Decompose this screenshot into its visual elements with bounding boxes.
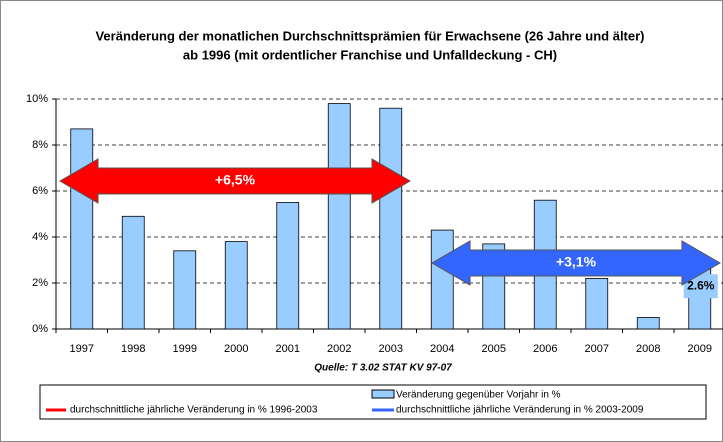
x-tick-label: 2001 <box>276 343 300 355</box>
legend-label: Veränderung gegenüber Vorjahr in % <box>396 390 561 401</box>
bar <box>636 317 660 330</box>
bar <box>430 229 454 330</box>
bar <box>121 215 145 330</box>
source: Quelle: T 3.02 STAT KV 97-07 <box>314 363 452 374</box>
bar <box>276 202 300 330</box>
y-tick-label: 4% <box>32 231 48 243</box>
y-tick-label: 6% <box>32 185 48 197</box>
range-arrow <box>431 240 721 286</box>
bar <box>224 241 248 330</box>
arrow-label: +6,5% <box>215 172 256 188</box>
x-tick-label: 2000 <box>224 343 248 355</box>
x-tick-label: 2009 <box>688 343 712 355</box>
y-tick-label: 10% <box>26 93 48 105</box>
y-tick-label: 8% <box>32 139 48 151</box>
bar <box>379 107 403 330</box>
x-tick-label: 2007 <box>585 343 609 355</box>
x-tick-label: 1999 <box>173 343 197 355</box>
x-tick-label: 2006 <box>533 343 557 355</box>
x-tick-label: 2008 <box>636 343 660 355</box>
legend-swatch <box>371 389 395 399</box>
chart-title: ab 1996 (mit ordentlicher Franchise und … <box>183 47 557 62</box>
x-tick-label: 1997 <box>70 343 94 355</box>
legend-label: durchschnittliche jährliche Veränderung … <box>70 405 318 416</box>
x-tick-label: 1998 <box>121 343 145 355</box>
bar <box>173 250 197 330</box>
arrow-label: +3,1% <box>556 254 597 270</box>
value-label: 2.6% <box>687 278 715 292</box>
range-arrow <box>59 158 411 204</box>
y-tick-label: 2% <box>32 277 48 289</box>
x-tick-label: 2005 <box>482 343 506 355</box>
x-tick-label: 2003 <box>379 343 403 355</box>
y-tick-label: 0% <box>32 323 48 335</box>
bar <box>327 103 351 330</box>
x-tick-label: 2004 <box>430 343 454 355</box>
chart-title: Veränderung der monatlichen Durchschnitt… <box>95 28 644 43</box>
legend-label: durchschnittliche jährliche Veränderung … <box>396 405 644 416</box>
bar <box>70 128 94 330</box>
x-tick-label: 2002 <box>327 343 351 355</box>
bar <box>585 277 609 330</box>
